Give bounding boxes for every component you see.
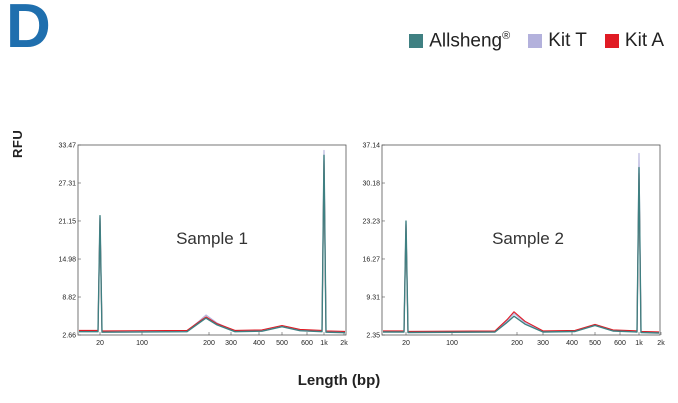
x-tick-label: 600 bbox=[301, 340, 313, 347]
chart-sample-2: 37.14 30.18 23.23 16.27 9.31 2.35 20 100 200 300 4… bbox=[362, 143, 665, 348]
y-tick-label: 27.31 bbox=[58, 180, 76, 187]
legend-item-kit-a: Kit A bbox=[604, 30, 664, 52]
x-tick-label: 1k bbox=[320, 340, 328, 347]
panel-letter: D bbox=[6, 0, 51, 61]
x-tick-label: 300 bbox=[537, 340, 549, 347]
x-tick-label: 300 bbox=[225, 340, 237, 347]
series-line-kit-a bbox=[383, 172, 660, 333]
y-tick-label: 37.14 bbox=[362, 143, 380, 150]
legend-swatch-allsheng bbox=[409, 34, 424, 49]
legend-label-allsheng: Allsheng® bbox=[429, 30, 511, 52]
x-tick-label: 400 bbox=[253, 340, 265, 347]
x-tick-label: 2k bbox=[657, 340, 665, 347]
x-tick-label: 500 bbox=[589, 340, 601, 347]
x-tick-label: 100 bbox=[446, 340, 458, 347]
chart-sample-1: 33.47 27.31 21.15 14.98 8.82 2.66 20 100 200 300 4… bbox=[58, 143, 348, 348]
legend-label-kit-t: Kit T bbox=[548, 30, 587, 52]
registered-mark: ® bbox=[502, 30, 511, 42]
x-tick-label: 100 bbox=[136, 340, 148, 347]
y-tick-label: 8.82 bbox=[62, 295, 76, 302]
y-tick-label: 14.98 bbox=[58, 257, 76, 264]
x-tick-label: 20 bbox=[96, 340, 104, 347]
y-tick-label: 33.47 bbox=[58, 143, 76, 150]
x-tick-label: 200 bbox=[203, 340, 215, 347]
y-tick-label: 2.66 bbox=[62, 333, 76, 340]
plot-frame bbox=[381, 144, 661, 336]
x-tick-label: 200 bbox=[511, 340, 523, 347]
x-axis-label: Length (bp) bbox=[297, 372, 381, 389]
legend: Allsheng® Kit T Kit A bbox=[409, 30, 664, 52]
y-tick-label: 21.15 bbox=[58, 218, 76, 225]
y-tick-label: 16.27 bbox=[362, 256, 380, 263]
x-tick-label: 2k bbox=[340, 340, 348, 347]
x-tick-label: 600 bbox=[614, 340, 626, 347]
y-tick-label: 23.23 bbox=[362, 218, 380, 225]
y-tick-label: 9.31 bbox=[366, 294, 380, 301]
y-tick-label: 2.35 bbox=[366, 333, 380, 340]
legend-item-allsheng: Allsheng® bbox=[409, 30, 510, 52]
series-line-allsheng bbox=[383, 166, 660, 334]
sample-label: Sample 2 bbox=[492, 229, 564, 248]
y-axis-label: RFU bbox=[10, 129, 25, 158]
legend-swatch-kit-t bbox=[528, 34, 543, 49]
x-tick-label: 500 bbox=[276, 340, 288, 347]
x-tick-label: 1k bbox=[635, 340, 643, 347]
y-tick-label: 30.18 bbox=[362, 181, 380, 188]
legend-item-kit-t: Kit T bbox=[528, 30, 587, 52]
x-tick-label: 400 bbox=[566, 340, 578, 347]
x-tick-label: 20 bbox=[402, 340, 410, 347]
legend-swatch-kit-a bbox=[604, 34, 619, 49]
plot-frame bbox=[77, 144, 347, 336]
sample-label: Sample 1 bbox=[176, 229, 248, 248]
series-line-allsheng bbox=[79, 154, 346, 334]
legend-label-kit-a: Kit A bbox=[624, 30, 664, 52]
